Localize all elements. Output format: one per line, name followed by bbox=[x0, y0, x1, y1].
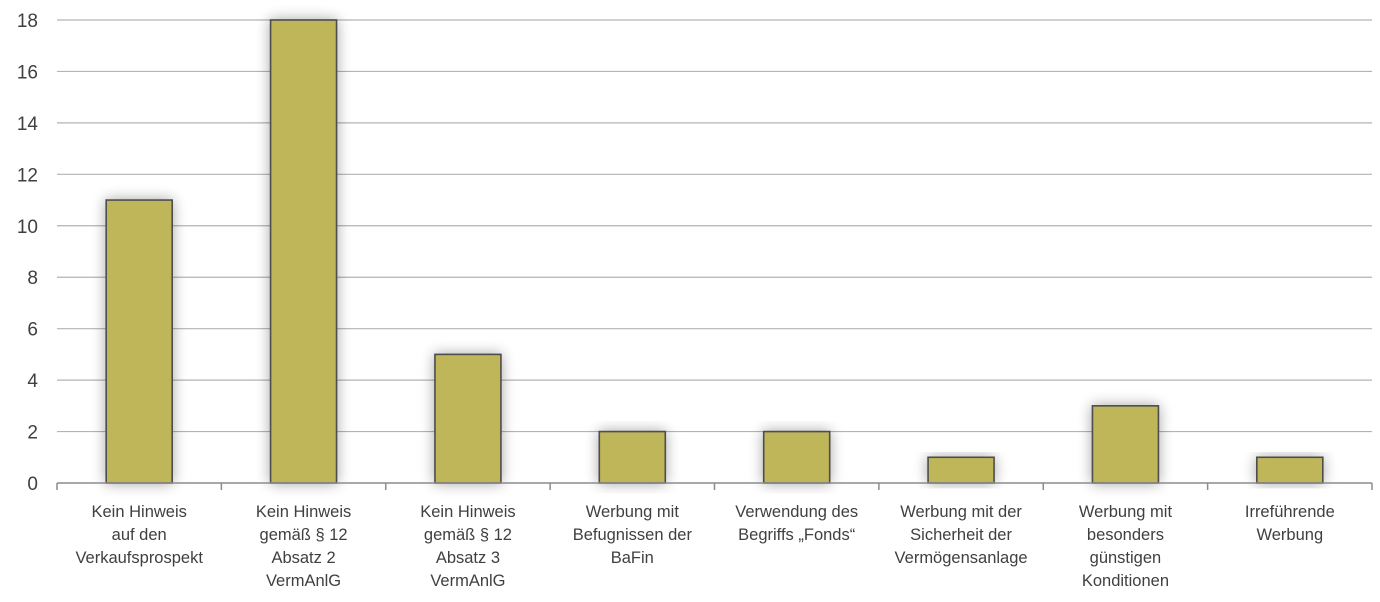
y-tick-label: 2 bbox=[27, 423, 38, 444]
y-tick-label: 8 bbox=[27, 268, 38, 289]
bar bbox=[1091, 405, 1160, 484]
x-tick-label-line: günstigen bbox=[1090, 549, 1162, 567]
x-tick-label: Kein Hinweis gemäß § 12 Absatz 3 VermAnlG bbox=[420, 503, 515, 590]
bars bbox=[105, 19, 1324, 484]
x-tick-label-line: auf den bbox=[112, 526, 167, 544]
x-tick-label-line: Verkaufsprospekt bbox=[75, 549, 203, 567]
x-tick-label-line: Absatz 3 bbox=[436, 549, 500, 567]
x-tick-label-line: Vermögensanlage bbox=[895, 549, 1028, 567]
x-tick-label-line: gemäß § 12 bbox=[424, 526, 512, 544]
bar bbox=[598, 430, 667, 484]
x-tick-label: Kein Hinweis auf den Verkaufsprospekt bbox=[75, 503, 203, 567]
y-tick-label: 6 bbox=[27, 320, 38, 341]
x-tick-label-line: Werbung mit bbox=[586, 503, 680, 521]
x-tick-label: Irreführende Werbung bbox=[1245, 503, 1335, 544]
x-tick-label-line: Absatz 2 bbox=[271, 549, 335, 567]
x-tick-label: Werbung mit der Sicherheit der Vermögensan… bbox=[895, 503, 1028, 567]
x-tick-label-line: Kein Hinweis bbox=[256, 503, 351, 521]
y-tick-label: 18 bbox=[17, 11, 38, 32]
bar bbox=[434, 353, 502, 484]
x-tick-label-line: Konditionen bbox=[1082, 572, 1169, 590]
bar bbox=[269, 19, 338, 484]
x-tick-label-line: Kein Hinweis bbox=[92, 503, 187, 521]
bar bbox=[1256, 456, 1324, 484]
x-tick-label-line: besonders bbox=[1087, 526, 1164, 544]
y-tick-label: 10 bbox=[17, 217, 38, 238]
x-tick-label-line: Begriffs „Fonds“ bbox=[738, 526, 855, 544]
x-tick-label: Werbung mit Befugnissen der BaFin bbox=[573, 503, 693, 567]
x-tick-label: Kein Hinweis gemäß § 12 Absatz 2 VermAnlG bbox=[256, 503, 351, 590]
x-axis-tick-labels: Kein Hinweis auf den VerkaufsprospektKein … bbox=[75, 503, 1334, 590]
x-axis bbox=[56, 482, 1373, 490]
y-tick-label: 12 bbox=[17, 165, 38, 186]
y-tick-label: 4 bbox=[27, 371, 38, 392]
x-tick-label-line: VermAnlG bbox=[430, 572, 505, 590]
x-tick-label-line: Werbung mit bbox=[1079, 503, 1173, 521]
y-tick-label: 14 bbox=[17, 114, 39, 135]
x-tick-label-line: Werbung mit der bbox=[900, 503, 1022, 521]
gridlines bbox=[57, 19, 1372, 433]
y-tick-label: 0 bbox=[27, 474, 38, 495]
x-tick-label-line: Befugnissen der bbox=[573, 526, 693, 544]
x-tick-label-line: BaFin bbox=[611, 549, 654, 567]
y-axis-tick-labels: 0 2 4 6 8 10 12 14 16 18 bbox=[17, 11, 39, 495]
x-tick-label-line: Werbung bbox=[1256, 526, 1323, 544]
bar bbox=[762, 430, 831, 484]
x-tick-label-line: VermAnlG bbox=[266, 572, 341, 590]
x-tick-label-line: Verwendung des bbox=[735, 503, 858, 521]
x-tick-label-line: Kein Hinweis bbox=[420, 503, 515, 521]
y-tick-label: 16 bbox=[17, 62, 38, 83]
bar bbox=[105, 199, 173, 484]
x-tick-label-line: gemäß § 12 bbox=[260, 526, 348, 544]
x-tick-label: Verwendung des Begriffs „Fonds“ bbox=[735, 503, 858, 544]
x-tick-label-line: Irreführende bbox=[1245, 503, 1335, 521]
x-tick-label-line: Sicherheit der bbox=[910, 526, 1012, 544]
x-tick-label: Werbung mit besonders günstigen Konditionen bbox=[1079, 503, 1173, 590]
bar bbox=[927, 456, 995, 484]
